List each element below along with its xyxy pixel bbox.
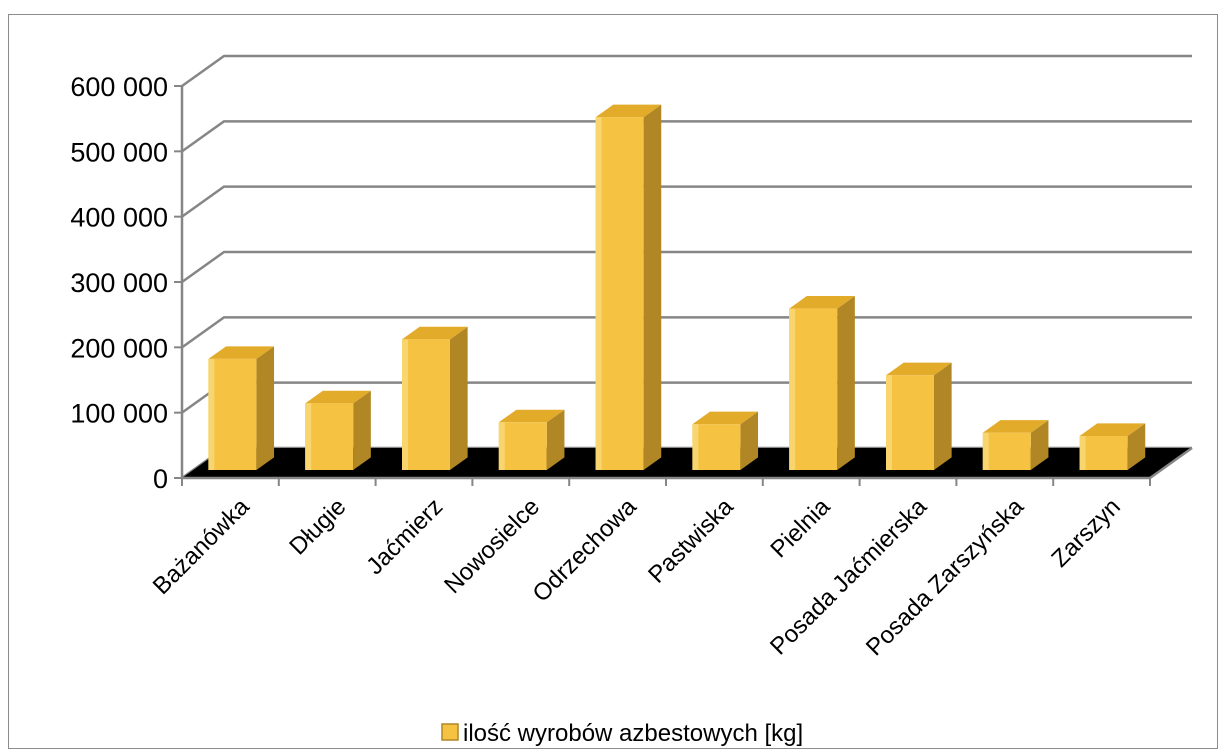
y-tick-label: 200 000 <box>70 333 168 363</box>
bar-highlight <box>402 339 408 470</box>
axes-layer <box>174 85 1193 486</box>
x-tick-label: Nowosielce <box>439 493 545 599</box>
x-tick-label: Bażanówka <box>148 493 255 600</box>
x-tick-label: Odrzechowa <box>527 493 642 608</box>
bar-top <box>789 296 855 309</box>
bar <box>305 390 371 470</box>
bar-top <box>595 104 662 118</box>
bar-top <box>1079 423 1146 437</box>
bar-side <box>1030 420 1049 470</box>
y-tick-label: 500 000 <box>70 137 168 167</box>
gridline <box>181 54 1192 88</box>
x-tick-label: Pastwiska <box>643 493 739 589</box>
bar-highlight <box>498 422 505 470</box>
gridline <box>181 120 1192 153</box>
x-tick-labels: Bażanówka Długie JaćmierzNowosielceOdrzech… <box>148 493 1126 662</box>
legend: ilość wyrobów azbestowych [kg] <box>441 720 803 747</box>
bar-side <box>546 409 565 470</box>
bar-front <box>789 308 838 470</box>
y-tick-label: 600 000 <box>70 72 168 102</box>
bar-front <box>208 358 257 470</box>
bar-top <box>305 390 371 404</box>
bar-highlight <box>789 308 796 470</box>
x-tick-label: Długie <box>284 493 351 560</box>
y-tick-label: 400 000 <box>70 203 168 233</box>
bar-highlight <box>1079 436 1086 470</box>
bar <box>789 296 855 470</box>
bar-side <box>1127 423 1146 470</box>
bar <box>1079 423 1146 470</box>
gridline <box>181 316 1192 349</box>
legend-label: ilość wyrobów azbestowych [kg] <box>463 720 803 747</box>
bar-highlight <box>982 432 989 470</box>
x-tick-label: Pielnia <box>765 493 835 563</box>
bar-side <box>643 104 662 470</box>
x-tick-label: Posada Jaćmierska <box>765 493 933 661</box>
bar-front <box>982 432 1031 470</box>
gridline <box>181 250 1192 284</box>
bar-highlight <box>305 403 312 470</box>
x-tick-label: Posada Zarszyńska <box>861 493 1030 662</box>
y-tick-label: 0 <box>153 464 168 494</box>
bar <box>208 346 275 470</box>
bar <box>595 104 662 470</box>
y-tick-label: 100 000 <box>70 399 168 429</box>
y-tick-labels: 0 100 000 200 000 300 000 400 000 500 000 600 … <box>70 72 168 494</box>
y-tick-label: 300 000 <box>70 268 168 298</box>
bar-side <box>934 362 952 470</box>
bar-top <box>692 411 759 425</box>
legend-swatch <box>441 723 459 741</box>
bar-front <box>498 422 547 470</box>
bar <box>498 409 565 470</box>
bar-highlight <box>692 424 699 470</box>
bar-side <box>740 411 759 470</box>
bar-side <box>256 346 275 470</box>
bar-side <box>450 326 468 470</box>
bar-front <box>595 117 644 470</box>
bar-front <box>402 339 450 470</box>
bar-front <box>1079 436 1128 470</box>
bar <box>692 411 759 470</box>
bar-top <box>208 346 275 359</box>
bar <box>402 326 468 470</box>
bar-highlight <box>886 375 892 470</box>
bar-front <box>305 403 354 470</box>
gridline <box>181 185 1192 218</box>
bars-layer <box>208 104 1146 470</box>
bar <box>886 362 952 470</box>
bar-top <box>402 326 468 340</box>
bar-highlight <box>208 358 215 470</box>
bar-front <box>886 375 934 470</box>
bar-top <box>498 409 565 423</box>
x-tick-label: Zarszyn <box>1046 493 1125 572</box>
bar-top <box>982 420 1049 433</box>
x-tick-label: Jaćmierz <box>361 493 448 580</box>
bar-highlight <box>595 117 602 470</box>
bar-side <box>353 390 371 470</box>
bar <box>982 420 1049 470</box>
bar-side <box>837 296 855 470</box>
bar-front <box>692 424 741 470</box>
bar-top <box>886 362 952 376</box>
